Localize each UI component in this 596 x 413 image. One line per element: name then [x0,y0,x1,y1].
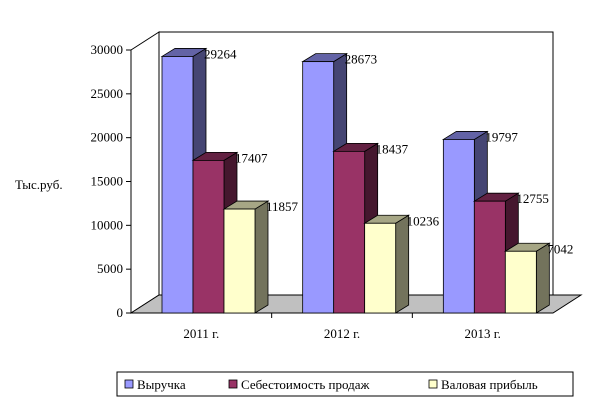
y-tick-label: 15000 [91,174,124,189]
legend-box [116,371,574,397]
data-labels: 29264 17407 11857 28673 18437 10236 19797 12755… [204,46,573,256]
y-tick-label: 5000 [97,261,123,276]
y-tick-label: 20000 [91,130,124,145]
data-label: 17407 [235,150,268,165]
data-label: 7042 [547,241,573,256]
bar [363,214,411,314]
y-tick-label: 10000 [91,217,124,232]
bar [160,47,208,314]
bar-front [161,56,194,314]
y-axis-label: Тыс.руб. [15,177,63,192]
y-tick-label: 25000 [91,86,124,101]
bar-front [192,159,225,314]
legend-swatch [428,379,438,389]
side-wall [130,31,160,314]
category-label: 2011 г. [183,326,219,341]
bars [160,47,551,314]
bar-front [223,208,256,314]
bar-front [442,139,475,314]
bar-front [364,222,397,314]
y-tick-label: 30000 [91,42,124,57]
bar-side [254,200,269,314]
legend-label: Выручка [137,377,186,392]
category-label: 2012 г. [324,326,360,341]
y-axis-ticks: 0 5000 10000 15000 20000 25000 30000 [91,42,131,320]
legend: Выручка Себестоимость продаж Валовая прибы… [116,371,574,397]
legend-label: Себестоимость продаж [241,377,371,392]
data-label: 12755 [516,191,549,206]
data-label: 28673 [345,52,378,67]
legend-label: Валовая прибыль [441,377,538,392]
legend-swatch [228,379,238,389]
data-label: 10236 [407,213,440,228]
bar [503,242,551,314]
bar [222,200,270,314]
data-label: 18437 [376,141,409,156]
legend-swatch [124,379,134,389]
bar-side [395,214,410,314]
category-label: 2013 г. [464,326,500,341]
bar-front [473,200,506,314]
data-label: 11857 [266,199,299,214]
bar-front [302,61,335,314]
x-axis-categories: 2011 г. 2012 г. 2013 г. [183,313,501,341]
bar-front [504,250,537,314]
data-label: 19797 [485,129,518,144]
y-tick-label: 0 [117,305,124,320]
data-label: 29264 [204,46,237,61]
bar-front [333,150,366,314]
